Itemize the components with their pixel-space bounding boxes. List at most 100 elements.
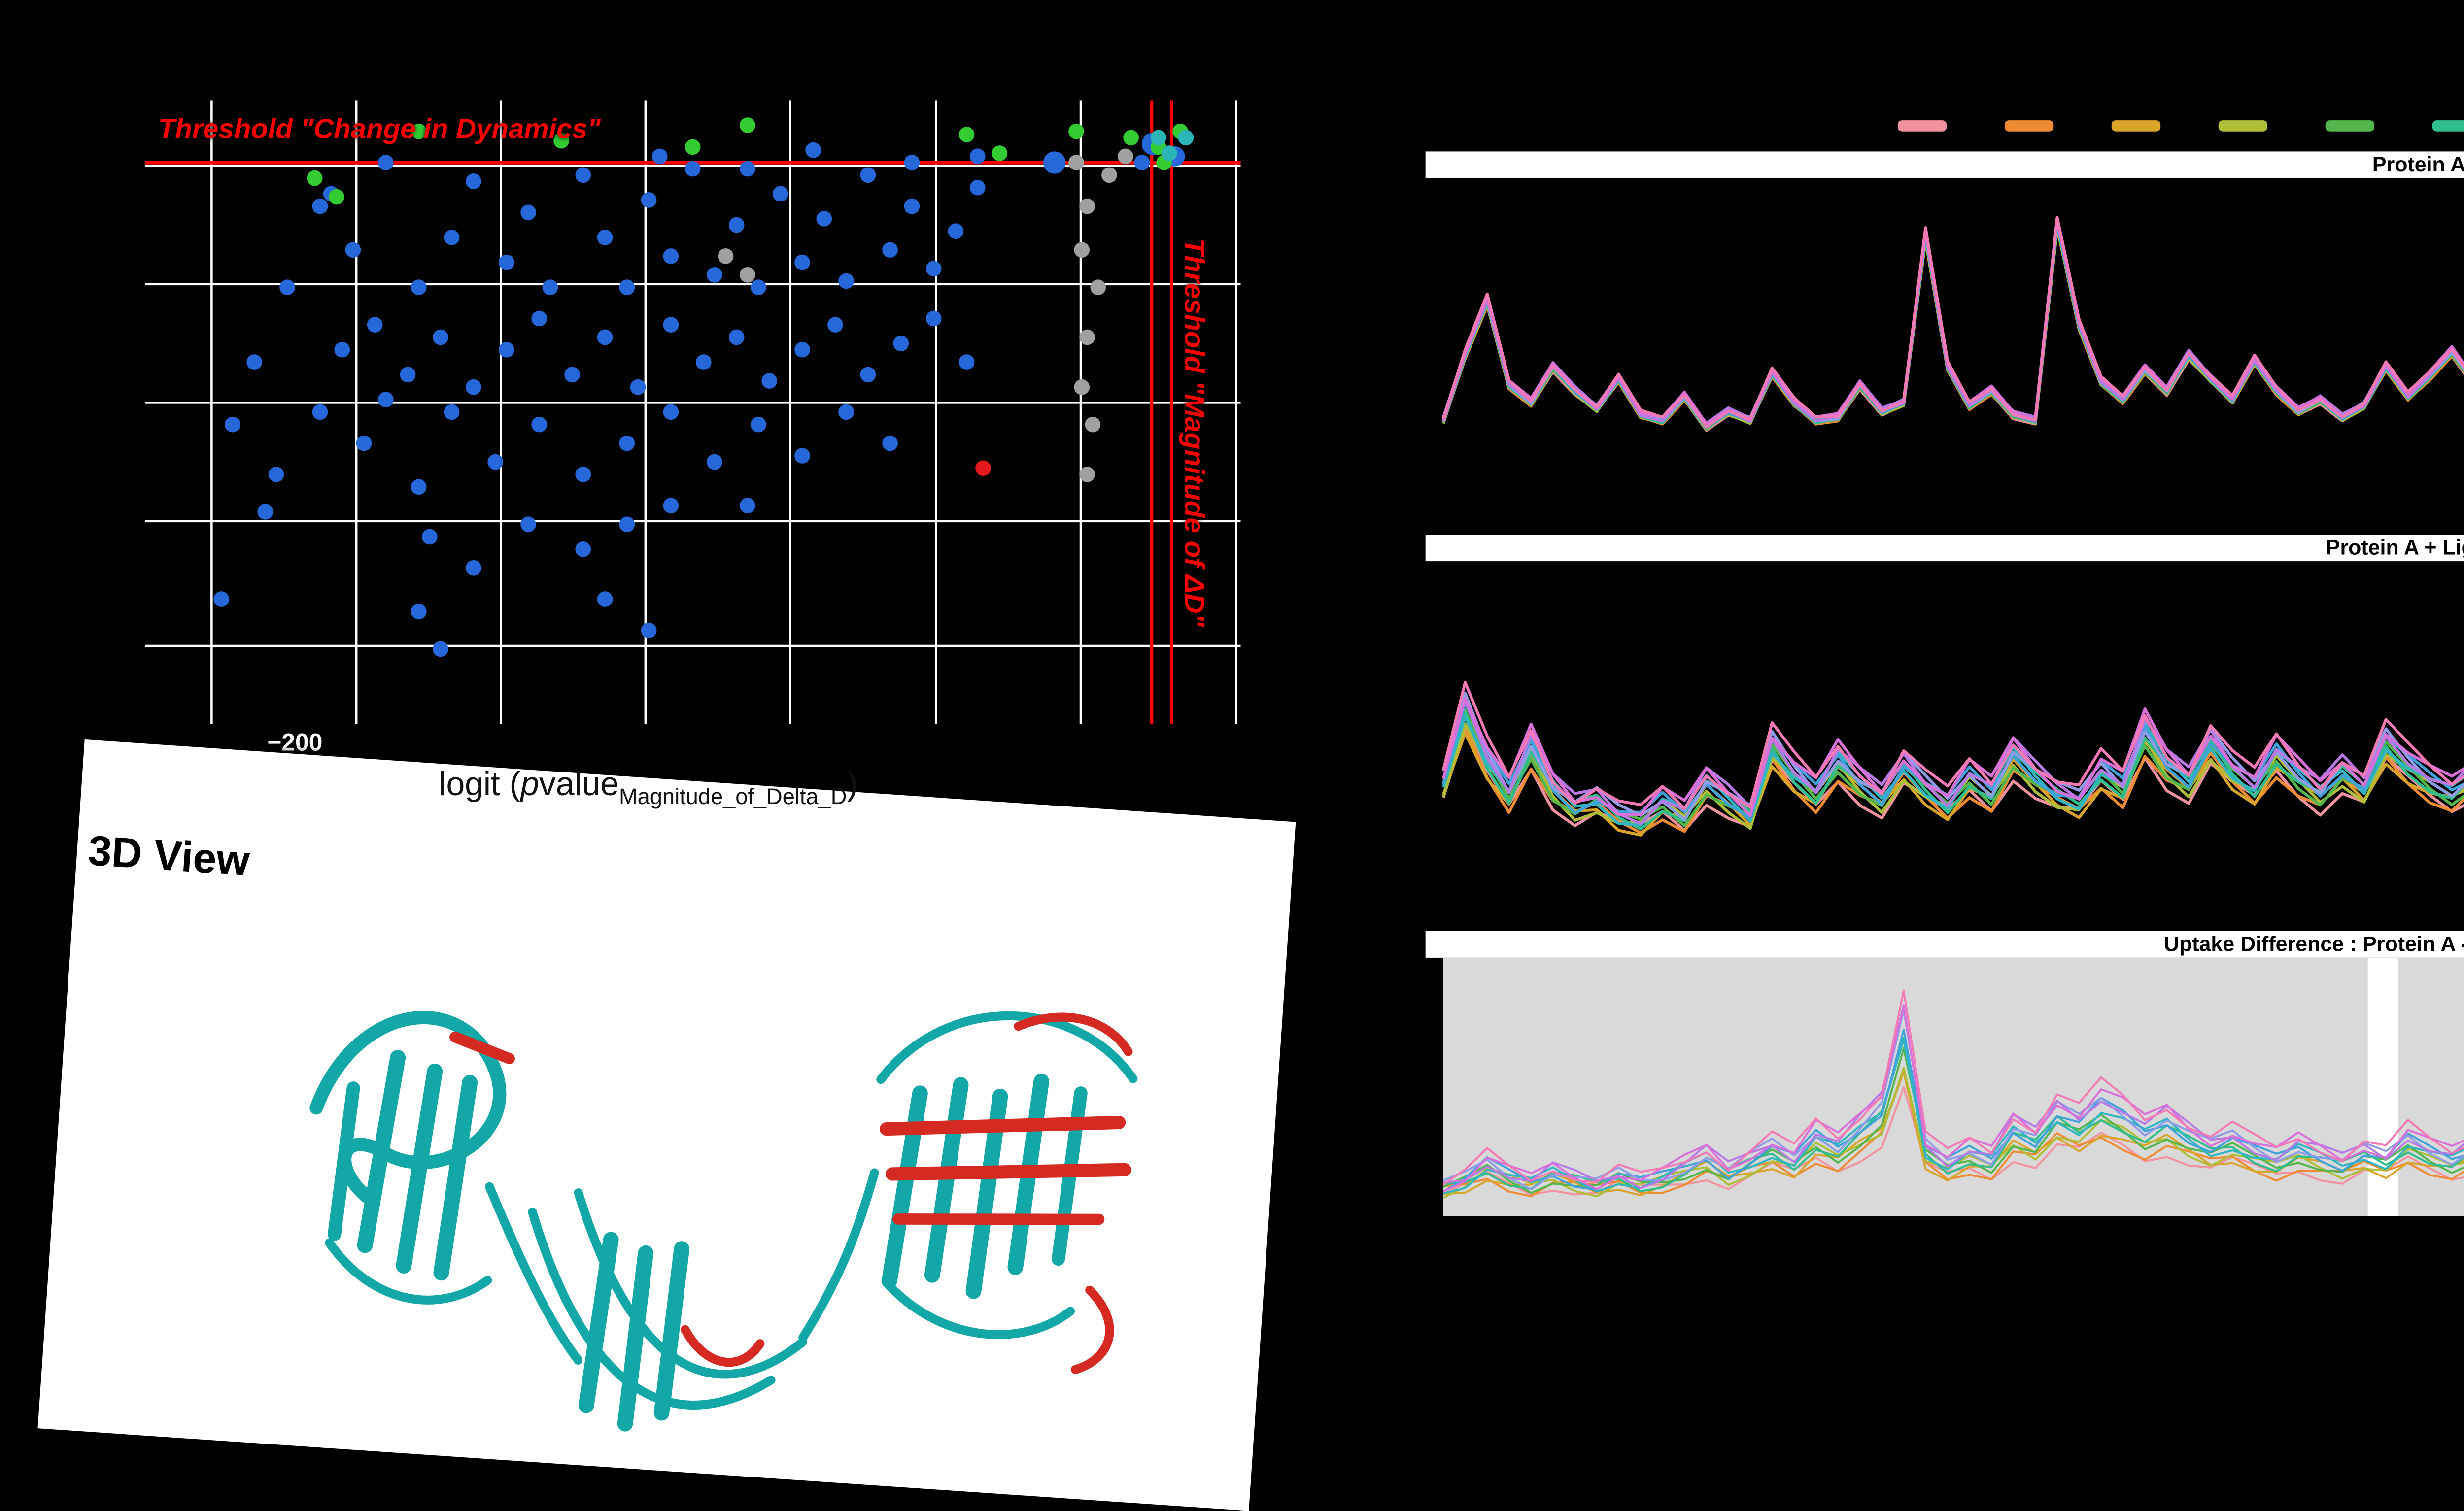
- legend-swatch-4[interactable]: [2218, 120, 2268, 131]
- scatter-point-significant-green[interactable]: [411, 123, 427, 139]
- uptake-chart-protein-a-ligand[interactable]: [1426, 561, 2464, 917]
- scatter-point-non-significant-blue[interactable]: [663, 317, 679, 333]
- uptake-difference-chart[interactable]: [1426, 957, 2464, 1216]
- scatter-point-significant-green[interactable]: [740, 117, 755, 133]
- scatter-point-non-significant-blue[interactable]: [904, 198, 920, 214]
- scatter-point-non-significant-blue[interactable]: [794, 254, 810, 270]
- scatter-point-non-significant-blue[interactable]: [695, 354, 712, 370]
- uptake-series[interactable]: [1442, 221, 2464, 429]
- scatter-point-non-significant-blue[interactable]: [969, 179, 986, 196]
- scatter-point-non-significant-blue[interactable]: [619, 435, 635, 451]
- chart-body[interactable]: [1425, 178, 2464, 524]
- scatter-point-significant-green[interactable]: [1123, 130, 1139, 146]
- uptake-series[interactable]: [1442, 224, 2464, 460]
- scatter-point-excluded-gray[interactable]: [1079, 467, 1095, 482]
- scatter-point-cluster-teal[interactable]: [1178, 130, 1194, 146]
- scatter-point-non-significant-blue[interactable]: [498, 254, 514, 270]
- scatter-point-non-significant-blue[interactable]: [860, 367, 876, 383]
- uptake-series[interactable]: [1441, 603, 2464, 810]
- protein-ribbon[interactable]: [161, 832, 1268, 1494]
- scatter-point-non-significant-blue[interactable]: [531, 416, 548, 433]
- uptake-panel-protein-a[interactable]: Protein A: [1425, 151, 2464, 524]
- scatter-point-non-significant-blue[interactable]: [433, 329, 448, 345]
- uptake-panel-protein-a-ligand[interactable]: Protein A + Ligand: [1425, 534, 2464, 918]
- scatter-point-significant-green[interactable]: [329, 189, 344, 205]
- scatter-point-non-significant-blue[interactable]: [728, 329, 745, 345]
- scatter-point-non-significant-blue[interactable]: [838, 404, 854, 420]
- scatter-point-non-significant-blue[interactable]: [904, 155, 920, 170]
- uptake-series[interactable]: [1442, 989, 2464, 1186]
- scatter-point-excluded-gray[interactable]: [1079, 329, 1095, 345]
- scatter-point-non-significant-blue[interactable]: [433, 641, 448, 657]
- scatter-point-non-significant-blue[interactable]: [466, 173, 481, 189]
- scatter-point-non-significant-blue[interactable]: [838, 273, 854, 289]
- scatter-point-significant-green[interactable]: [553, 133, 569, 149]
- scatter-point-non-significant-blue[interactable]: [597, 329, 613, 345]
- scatter-point-significant-green[interactable]: [992, 145, 1008, 161]
- legend-swatch-1[interactable]: [1897, 120, 1947, 131]
- uptake-series[interactable]: [1442, 647, 2464, 831]
- scatter-point-non-significant-blue[interactable]: [575, 541, 591, 557]
- scatter-point-non-significant-blue[interactable]: [651, 148, 668, 165]
- scatter-point-non-significant-blue[interactable]: [925, 310, 942, 327]
- scatter-point-non-significant-blue[interactable]: [597, 230, 613, 245]
- scatter-point-non-significant-blue[interactable]: [794, 448, 810, 464]
- scatter-point-cluster-teal[interactable]: [1162, 145, 1177, 161]
- scatter-point-non-significant-blue[interactable]: [663, 248, 679, 264]
- scatter-point-non-significant-blue[interactable]: [805, 142, 821, 158]
- volcano-scatter-canvas[interactable]: [144, 100, 1241, 724]
- scatter-point-non-significant-blue[interactable]: [411, 604, 427, 620]
- legend-swatch-5[interactable]: [2325, 120, 2375, 131]
- uptake-series[interactable]: [1443, 1037, 2464, 1193]
- scatter-point-non-significant-blue[interactable]: [663, 404, 679, 420]
- scatter-point-non-significant-blue[interactable]: [575, 467, 591, 482]
- scatter-point-non-significant-blue[interactable]: [345, 242, 361, 258]
- scatter-point-non-significant-blue[interactable]: [487, 454, 504, 470]
- uptake-series[interactable]: [1442, 620, 2464, 821]
- scatter-point-non-significant-blue[interactable]: [794, 341, 810, 358]
- scatter-point-non-significant-blue[interactable]: [312, 404, 328, 420]
- scatter-point-non-significant-blue[interactable]: [466, 379, 481, 395]
- scatter-point-non-significant-blue[interactable]: [411, 479, 427, 495]
- uptake-series[interactable]: [1443, 1039, 2464, 1195]
- scatter-point-excluded-gray[interactable]: [1090, 279, 1106, 296]
- uptake-chart-protein-a[interactable]: [1426, 178, 2464, 524]
- uptake-series[interactable]: [1442, 1047, 2464, 1194]
- scatter-point-non-significant-blue[interactable]: [641, 622, 657, 638]
- uptake-series[interactable]: [1442, 216, 2464, 429]
- scatter-point-non-significant-blue[interactable]: [969, 148, 986, 165]
- scatter-point-non-significant-blue[interactable]: [925, 261, 942, 277]
- scatter-point-non-significant-blue[interactable]: [1043, 151, 1066, 174]
- scatter-point-non-significant-blue[interactable]: [772, 186, 788, 202]
- uptake-series[interactable]: [1442, 1005, 2464, 1193]
- uptake-series[interactable]: [1443, 1009, 2464, 1191]
- legend-swatch-2[interactable]: [2004, 120, 2054, 131]
- scatter-point-significant-green[interactable]: [307, 170, 323, 186]
- scatter-point-excluded-gray[interactable]: [718, 248, 734, 264]
- uptake-series[interactable]: [1442, 680, 2464, 837]
- scatter-point-non-significant-blue[interactable]: [542, 279, 558, 296]
- scatter-point-excluded-gray[interactable]: [1074, 242, 1090, 258]
- scatter-point-non-significant-blue[interactable]: [466, 560, 481, 576]
- uptake-series[interactable]: [1442, 220, 2464, 428]
- scatter-point-non-significant-blue[interactable]: [422, 529, 438, 545]
- scatter-point-non-significant-blue[interactable]: [520, 204, 536, 221]
- scatter-point-non-significant-blue[interactable]: [597, 591, 613, 607]
- uptake-series[interactable]: [1442, 650, 2464, 827]
- scatter-point-non-significant-blue[interactable]: [411, 279, 427, 296]
- scatter-point-non-significant-blue[interactable]: [257, 504, 274, 520]
- scatter-point-non-significant-blue[interactable]: [279, 279, 295, 296]
- uptake-series[interactable]: [1443, 1071, 2464, 1197]
- scatter-point-non-significant-blue[interactable]: [641, 192, 657, 208]
- scatter-point-non-significant-blue[interactable]: [707, 267, 722, 283]
- scatter-point-non-significant-blue[interactable]: [575, 167, 591, 183]
- uptake-series[interactable]: [1442, 217, 2464, 425]
- uptake-series[interactable]: [1442, 1028, 2464, 1193]
- scatter-point-non-significant-blue[interactable]: [564, 367, 580, 383]
- scatter-point-excluded-gray[interactable]: [740, 267, 755, 283]
- scatter-point-non-significant-blue[interactable]: [958, 354, 975, 370]
- uptake-series[interactable]: [1441, 619, 2464, 817]
- scatter-point-non-significant-blue[interactable]: [400, 367, 416, 383]
- legend-swatch-6[interactable]: [2432, 120, 2464, 131]
- uptake-series[interactable]: [1442, 219, 2464, 426]
